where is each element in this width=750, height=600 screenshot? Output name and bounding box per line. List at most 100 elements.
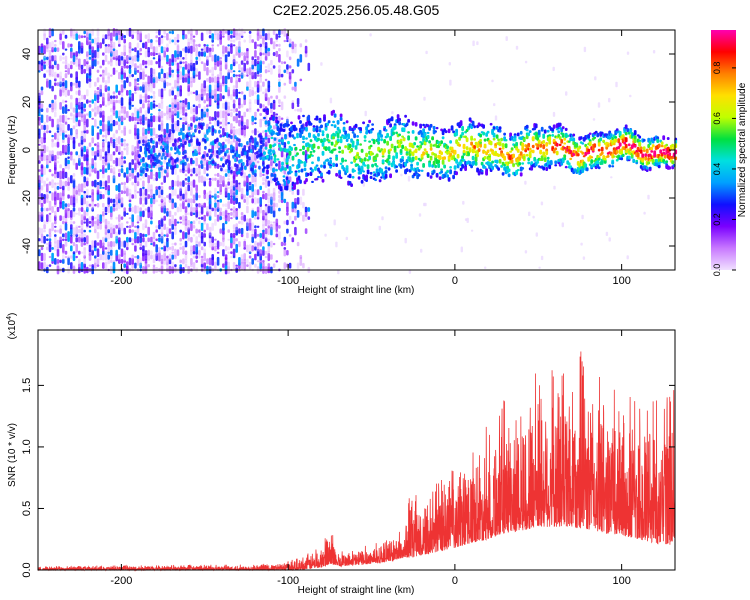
spectrogram-cell [633, 130, 637, 136]
spectrogram-cell [560, 139, 564, 144]
spectrogram-cell [250, 135, 253, 140]
spectrogram-cell [62, 52, 65, 56]
spectrogram-cell [230, 211, 233, 216]
spectrogram-cell [230, 109, 233, 112]
spectrogram-cell [527, 161, 531, 165]
spectrogram-cell [59, 228, 62, 234]
spectrogram-cell [62, 144, 65, 154]
spectrogram-cell [565, 91, 568, 96]
spectrogram-cell [99, 65, 102, 69]
spectrogram-cell [195, 236, 198, 244]
spectrogram-cell [279, 123, 283, 127]
spectrogram-cell [297, 164, 301, 169]
spectrogram-cell [150, 206, 153, 213]
spectrogram-cell [107, 60, 110, 65]
spectrogram-cell [286, 212, 289, 216]
spectrogram-cell [248, 38, 252, 44]
spectrogram-cell [521, 162, 525, 165]
spectrogram-cell [110, 137, 113, 144]
spectrogram-cell [184, 240, 188, 248]
spectrogram-cell [94, 155, 97, 161]
spectrogram-cell [311, 180, 314, 183]
spectrogram-cell [96, 77, 100, 83]
spectrogram-cell [190, 130, 193, 133]
spectrogram-cell [480, 172, 484, 175]
spectrogram-cell [498, 158, 502, 164]
spectrogram-cell [525, 128, 529, 132]
spectrogram-cell [369, 33, 372, 37]
spectrogram-cell [195, 184, 198, 192]
spectrogram-cell [107, 206, 110, 214]
spectrogram-cell [168, 82, 172, 86]
spectrogram-cell [171, 54, 174, 63]
spectrogram-cell [62, 106, 65, 114]
spectrogram-cell [278, 144, 281, 147]
spectrogram-cell [615, 81, 618, 88]
spectrogram-cell [276, 126, 280, 132]
spectrogram-cell [525, 153, 529, 157]
spectrogram-cell [184, 232, 188, 239]
spectrogram-cell [96, 126, 100, 129]
spectrogram-cell [51, 134, 54, 138]
spectrogram-cell [46, 214, 49, 222]
spectrogram-cell [88, 142, 92, 147]
spectrogram-cell [40, 145, 44, 153]
spectrogram-cell [104, 253, 108, 261]
spectrogram-cell [567, 162, 571, 166]
spectrogram-cell [150, 113, 153, 116]
spectrogram-cell [546, 129, 550, 133]
spectrogram-cell [474, 161, 478, 166]
spectrogram-cell [283, 242, 287, 246]
spectrogram-cell [243, 111, 246, 118]
spectrogram-cell [102, 202, 105, 208]
spectrogram-cell [200, 222, 204, 231]
spectrogram-cell [184, 112, 188, 117]
spectrogram-cell [188, 126, 191, 131]
spectrogram-cell [270, 136, 274, 139]
spectrogram-cell [123, 35, 126, 39]
spectrogram-cell [230, 30, 233, 35]
spectrogram-cell [203, 252, 206, 262]
spectrogram-cell [248, 146, 251, 150]
spectrogram-cell [182, 143, 185, 148]
spectrogram-cell [380, 138, 383, 142]
spectrogram-cell [235, 140, 238, 149]
spectrogram-cell [214, 149, 217, 157]
spectrogram-cell [128, 89, 132, 96]
spectrogram-y-tick-label: 40 [21, 48, 33, 60]
spectrogram-cell [142, 210, 145, 218]
spectrogram-cell [192, 115, 196, 123]
spectrogram-cell [259, 185, 262, 191]
spectrogram-cell [38, 70, 41, 73]
spectrogram-cell [102, 159, 105, 165]
spectrogram-cell [272, 101, 276, 110]
spectrogram-cell [644, 156, 648, 161]
spectrogram-cell [482, 124, 485, 129]
spectrogram-cell [107, 141, 110, 148]
spectrogram-cell [312, 149, 316, 153]
spectrogram-cell [150, 236, 153, 243]
spectrogram-cell [287, 179, 290, 184]
spectrogram-cell [266, 175, 269, 179]
spectrogram-cell [238, 110, 241, 119]
spectrogram-cell [286, 228, 289, 234]
spectrogram-cell [208, 30, 212, 35]
spectrogram-cell [203, 176, 206, 182]
spectrogram-cell [59, 236, 62, 243]
spectrogram-cell [327, 170, 331, 175]
spectrogram-cell [240, 35, 244, 38]
spectrogram-cell [596, 160, 600, 165]
spectrogram-cell [226, 159, 229, 163]
spectrogram-cell [283, 262, 287, 270]
spectrogram-cell [158, 29, 161, 36]
spectrogram-cell [195, 228, 198, 234]
spectrogram-cell [208, 160, 211, 165]
spectrogram-cell [75, 71, 78, 80]
spectrogram-cell [152, 94, 156, 100]
spectrogram-cell [304, 215, 308, 221]
spectrogram-cell [234, 163, 237, 168]
spectrogram-cell [38, 175, 41, 184]
spectrogram-cell [163, 197, 166, 205]
spectrogram-cell [96, 87, 100, 91]
spectrogram-cell [91, 150, 94, 157]
